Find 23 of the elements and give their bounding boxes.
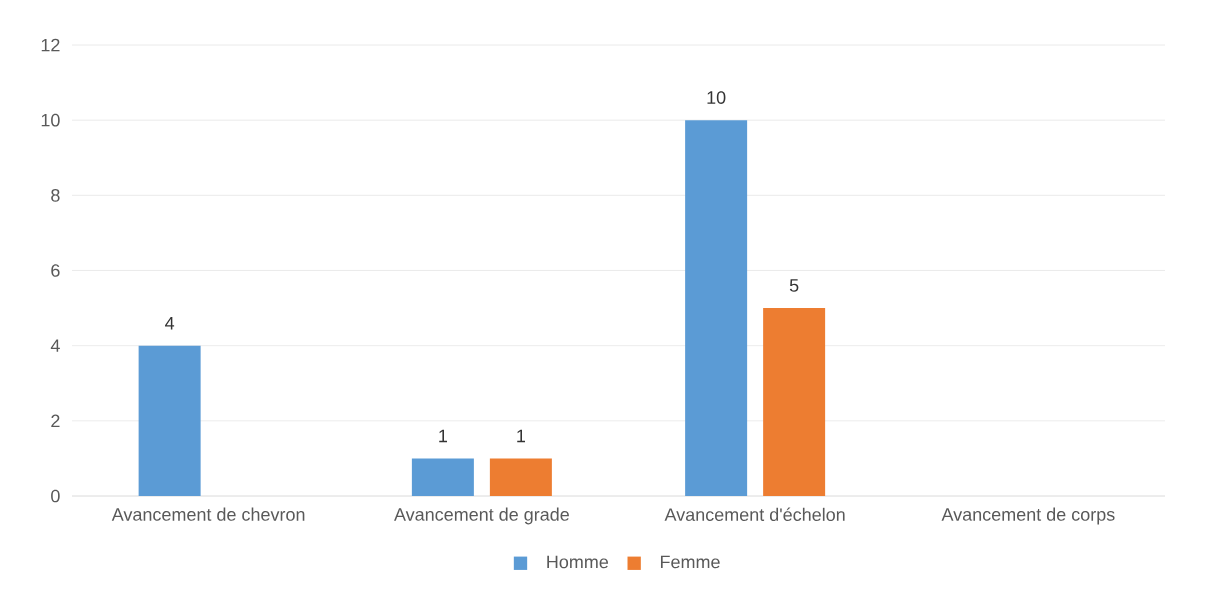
y-tick-label: 4: [50, 339, 60, 352]
legend-label: Femme: [660, 555, 720, 569]
data-label: 5: [789, 279, 799, 292]
data-label: 10: [707, 91, 726, 104]
bar: [489, 458, 552, 496]
x-tick-label: Avancement de chevron: [111, 507, 305, 521]
bar: [138, 345, 201, 496]
x-tick-label: Avancement d'échelon: [664, 507, 845, 522]
y-tick-label: 12: [41, 38, 60, 52]
y-tick-label: 2: [51, 414, 60, 428]
y-tick-label: 0: [51, 489, 60, 503]
y-tick-label: 8: [51, 188, 60, 202]
bar: [763, 308, 826, 496]
data-label: 4: [165, 317, 175, 330]
x-tick-label: Avancement de corps: [941, 507, 1115, 525]
y-tick-label: 6: [51, 264, 60, 277]
bar: [411, 458, 474, 496]
bar: [685, 120, 748, 496]
data-label: 1: [517, 429, 526, 443]
legend-label: Homme: [547, 555, 609, 569]
data-label: 1: [439, 429, 448, 443]
y-tick-label: 10: [41, 113, 60, 127]
x-tick-label: Avancement de grade: [394, 507, 569, 525]
